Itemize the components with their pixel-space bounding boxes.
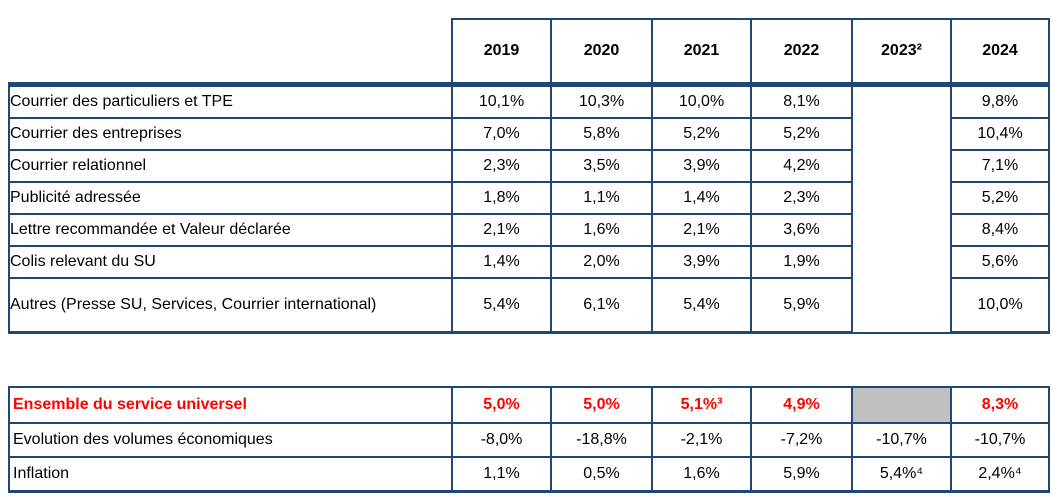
value-cell: 4,9% [750, 386, 853, 424]
value-cell: 1,8% [451, 181, 552, 215]
year-header-2023: 2023² [851, 18, 952, 86]
summary-row: Inflation 1,1% 0,5% 1,6% 5,9% 5,4%⁴ 2,4%… [8, 456, 1050, 493]
value-cell: 10,1% [451, 82, 552, 119]
value-cell: 5,2% [950, 181, 1050, 215]
value-cell: 10,0% [651, 82, 752, 119]
header-spacer [9, 19, 452, 85]
value-cell: 8,4% [950, 213, 1050, 247]
masked-2023-column [851, 82, 952, 334]
value-cell: -18,8% [550, 422, 653, 458]
value-cell: 5,6% [950, 245, 1050, 279]
table-row: Colis relevant du SU 1,4% 2,0% 3,9% 1,9%… [8, 245, 1050, 279]
table-row: Courrier relationnel 2,3% 3,5% 3,9% 4,2%… [8, 149, 1050, 183]
value-cell: 8,1% [750, 82, 853, 119]
value-cell: 1,6% [651, 456, 752, 493]
value-cell: 2,0% [550, 245, 653, 279]
value-cell: 5,9% [750, 277, 853, 334]
table-row: Publicité adressée 1,8% 1,1% 1,4% 2,3% 5… [8, 181, 1050, 215]
row-label-cell: Courrier des entreprises [8, 117, 453, 151]
value-cell: 2,1% [451, 213, 552, 247]
row-label-cell: Evolution des volumes économiques [8, 422, 453, 458]
value-cell: 9,8% [950, 82, 1050, 119]
row-label-cell: Lettre recommandée et Valeur déclarée [8, 213, 453, 247]
value-cell: 10,0% [950, 277, 1050, 334]
value-cell: 5,9% [750, 456, 853, 493]
growth-table: 2019 2020 2021 2022 2023² 2024 Courrier … [8, 18, 1050, 334]
value-cell: 5,8% [550, 117, 653, 151]
row-label-cell: Autres (Presse SU, Services, Courrier in… [8, 277, 453, 334]
value-cell: 5,0% [451, 386, 552, 424]
value-cell: 1,1% [451, 456, 552, 493]
value-cell: 5,2% [651, 117, 752, 151]
table-row: Autres (Presse SU, Services, Courrier in… [8, 277, 1050, 334]
masked-2023-cell [851, 386, 952, 424]
row-label-cell: Colis relevant du SU [8, 245, 453, 279]
value-cell: 10,3% [550, 82, 653, 119]
value-cell: 5,4% [651, 277, 752, 334]
table-row: Courrier des entreprises 7,0% 5,8% 5,2% … [8, 117, 1050, 151]
value-cell: 1,1% [550, 181, 653, 215]
value-cell: 5,2% [750, 117, 853, 151]
value-cell: -2,1% [651, 422, 752, 458]
year-header-2022: 2022 [750, 18, 853, 86]
value-cell: -7,2% [750, 422, 853, 458]
value-cell: 1,4% [451, 245, 552, 279]
value-cell: 0,5% [550, 456, 653, 493]
value-cell: 1,4% [651, 181, 752, 215]
row-label-cell: Courrier relationnel [8, 149, 453, 183]
value-cell: 3,5% [550, 149, 653, 183]
value-cell: 6,1% [550, 277, 653, 334]
table-row: Courrier des particuliers et TPE 10,1% 1… [8, 82, 1050, 334]
value-cell: 1,6% [550, 213, 653, 247]
value-cell: -8,0% [451, 422, 552, 458]
value-cell: -10,7% [950, 422, 1050, 458]
year-header-2020: 2020 [550, 18, 653, 86]
value-cell: 2,3% [451, 149, 552, 183]
value-cell: 5,4% [451, 277, 552, 334]
value-cell: 5,0% [550, 386, 653, 424]
year-header-2024: 2024 [950, 18, 1050, 86]
year-header-row: 2019 2020 2021 2022 2023² 2024 [9, 18, 1050, 86]
row-label-cell: Publicité adressée [8, 181, 453, 215]
row-label-cell: Courrier des particuliers et TPE [8, 82, 453, 119]
value-cell: 7,0% [451, 117, 552, 151]
row-label-text: Autres (Presse SU, Services, Courrier in… [10, 296, 377, 313]
value-cell: 1,9% [750, 245, 853, 279]
value-cell: -10,7% [851, 422, 952, 458]
value-cell: 7,1% [950, 149, 1050, 183]
summary-row: Evolution des volumes économiques -8,0% … [8, 422, 1050, 458]
value-cell: 8,3% [950, 386, 1050, 424]
value-cell: 3,6% [750, 213, 853, 247]
row-label-cell: Inflation [8, 456, 453, 493]
value-cell: 3,9% [651, 149, 752, 183]
table-row: Lettre recommandée et Valeur déclarée 2,… [8, 213, 1050, 247]
value-cell: 2,3% [750, 181, 853, 215]
value-cell: 5,4%⁴ [851, 456, 952, 493]
value-cell: 2,1% [651, 213, 752, 247]
value-cell: 10,4% [950, 117, 1050, 151]
row-label-cell: Ensemble du service universel [8, 386, 453, 424]
year-header-2021: 2021 [651, 18, 752, 86]
value-cell: 2,4%⁴ [950, 456, 1050, 493]
summary-table: Ensemble du service universel 5,0% 5,0% … [8, 386, 1050, 493]
value-cell: 5,1%³ [651, 386, 752, 424]
value-cell: 4,2% [750, 149, 853, 183]
year-header-2019: 2019 [451, 18, 552, 86]
value-cell: 3,9% [651, 245, 752, 279]
summary-total-row: Ensemble du service universel 5,0% 5,0% … [8, 386, 1050, 424]
